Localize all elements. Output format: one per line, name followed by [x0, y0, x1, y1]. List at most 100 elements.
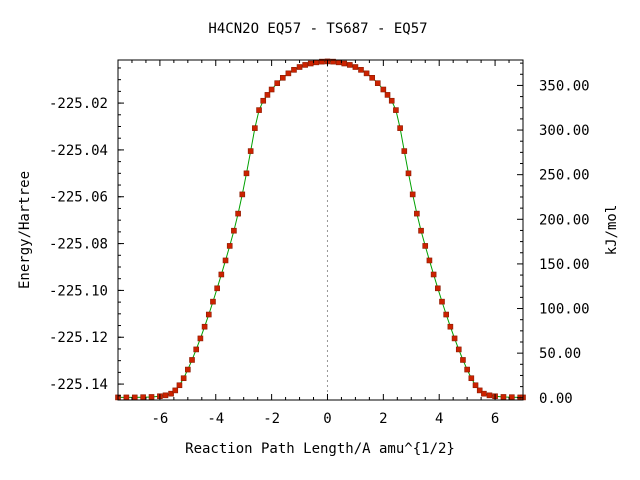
data-point — [176, 382, 183, 389]
data-point — [481, 390, 487, 397]
x-tick-label: 2 — [379, 411, 387, 427]
data-point — [268, 86, 275, 93]
data-point — [384, 92, 391, 98]
data-point — [468, 375, 475, 382]
data-point — [235, 210, 241, 217]
data-point — [414, 210, 420, 217]
data-point — [341, 60, 348, 67]
data-point — [435, 285, 441, 292]
x-axis-label: Reaction Path Length/A amu^{1/2} — [185, 441, 455, 457]
data-point — [140, 394, 146, 400]
data-point — [302, 62, 308, 68]
y-tick-label: -225.12 — [49, 330, 108, 346]
plot-frame — [117, 59, 524, 401]
data-point — [239, 191, 246, 198]
data-point — [264, 92, 271, 98]
data-point — [193, 346, 200, 353]
y2-tick-label: 350.00 — [539, 78, 590, 94]
data-point — [374, 80, 381, 86]
data-point — [476, 387, 483, 394]
y2-tick-label: 250.00 — [539, 168, 590, 184]
y2-tick-label: 50.00 — [539, 346, 581, 362]
data-point — [210, 298, 216, 305]
series-line-layer — [118, 60, 523, 398]
y-tick-label: -225.06 — [49, 190, 108, 206]
x-tick-label: 0 — [323, 411, 331, 427]
y2-tick-label: 300.00 — [539, 123, 590, 139]
data-point — [274, 80, 281, 86]
data-point — [369, 75, 375, 81]
x-tick-label: 4 — [435, 411, 443, 427]
data-point — [509, 394, 515, 400]
data-point — [426, 257, 433, 264]
chart-title: H4CN2O EQ57 - TS687 - EQ57 — [208, 21, 427, 37]
data-point — [447, 323, 454, 330]
data-point — [148, 394, 155, 400]
data-point — [464, 366, 470, 373]
data-point — [443, 311, 449, 318]
data-point — [472, 382, 479, 389]
y-tick-label: -225.04 — [49, 143, 108, 159]
data-point — [397, 125, 403, 131]
data-point — [380, 86, 387, 93]
data-point — [330, 58, 336, 65]
series-line — [118, 60, 523, 398]
data-point — [307, 60, 314, 67]
data-point — [256, 107, 262, 113]
x-tick-label: -6 — [151, 411, 168, 427]
data-point — [439, 298, 445, 305]
data-point — [226, 243, 233, 249]
data-point — [291, 67, 297, 73]
data-point — [401, 148, 408, 154]
data-point — [279, 75, 286, 81]
y-axis-label: Energy/Hartree — [17, 171, 33, 289]
data-point — [500, 394, 507, 400]
data-point — [205, 311, 212, 318]
data-point — [123, 394, 130, 401]
x-tick-label: 6 — [491, 411, 499, 427]
data-point — [185, 366, 191, 373]
data-point — [451, 335, 458, 342]
data-point — [162, 392, 169, 399]
data-point — [168, 390, 174, 397]
data-points-layer — [115, 58, 526, 401]
data-point — [335, 59, 342, 66]
y2-tick-label: 200.00 — [539, 212, 590, 228]
data-point — [247, 148, 254, 154]
y2-axis-label: kJ/mol — [604, 205, 620, 256]
data-point — [260, 97, 267, 104]
data-point — [214, 285, 220, 292]
y2-tick-label: 0.00 — [539, 391, 573, 407]
data-point — [285, 70, 292, 77]
y-tick-label: -225.02 — [49, 96, 108, 112]
data-point — [197, 335, 204, 342]
data-point — [430, 271, 437, 278]
data-point — [180, 375, 187, 382]
data-point — [352, 64, 359, 70]
data-point — [418, 227, 424, 234]
data-point — [363, 70, 370, 77]
data-point — [201, 323, 208, 330]
data-point — [486, 392, 493, 399]
data-point — [422, 243, 429, 249]
y2-tick-label: 100.00 — [539, 302, 590, 318]
x-tick-label: -4 — [207, 411, 224, 427]
data-point — [218, 271, 225, 278]
data-point — [231, 227, 237, 234]
data-point — [319, 58, 325, 65]
data-point — [296, 64, 303, 70]
x-tick-label: -2 — [263, 411, 280, 427]
data-point — [313, 59, 320, 66]
data-point — [347, 62, 353, 68]
data-point — [222, 257, 229, 264]
y-tick-label: -225.10 — [49, 283, 108, 299]
data-point — [358, 67, 364, 73]
data-point — [388, 97, 395, 104]
data-point — [243, 170, 250, 177]
data-point — [189, 357, 195, 363]
data-point — [460, 357, 466, 363]
data-point — [393, 107, 399, 113]
y2-tick-label: 150.00 — [539, 257, 590, 273]
data-point — [455, 346, 462, 353]
